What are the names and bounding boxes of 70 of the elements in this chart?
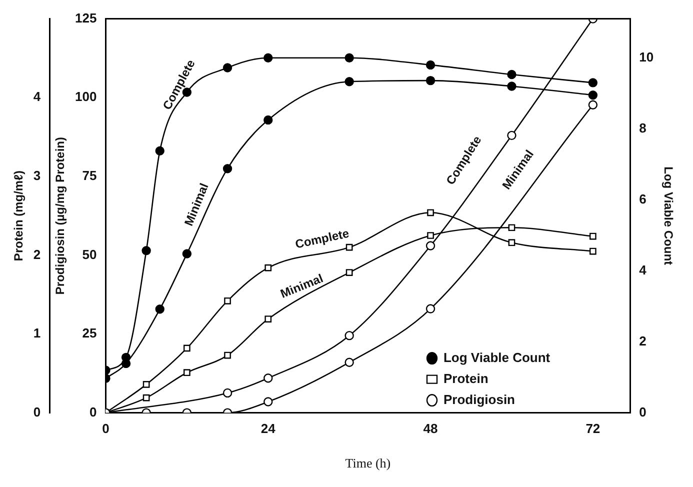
- point: [426, 241, 436, 250]
- x-tick-label: 24: [260, 421, 276, 436]
- point: [589, 232, 596, 240]
- point: [344, 77, 354, 86]
- point: [426, 304, 436, 314]
- y-tick-label: 25: [82, 326, 97, 341]
- point: [426, 60, 436, 70]
- y3-tick-label: 2: [33, 246, 41, 262]
- x-tick-label: 72: [586, 421, 600, 436]
- point: [264, 397, 273, 406]
- point: [507, 82, 516, 91]
- y-tick-label: 75: [82, 168, 97, 183]
- y2-tick-label: 0: [639, 404, 646, 420]
- point: [183, 369, 190, 376]
- point: [346, 269, 353, 276]
- y-tick-label: 50: [82, 246, 97, 262]
- y-tick-label: 125: [75, 10, 97, 26]
- point: [344, 330, 354, 340]
- point: [222, 63, 232, 72]
- point: [264, 53, 273, 62]
- point: [222, 388, 232, 398]
- point: [142, 246, 151, 256]
- point: [183, 344, 190, 352]
- point: [344, 358, 354, 367]
- x-tick-label: 48: [423, 421, 438, 436]
- y3-tick-label: 1: [33, 326, 41, 341]
- y2-axis-title: Log Viable Count: [661, 166, 676, 266]
- point: [264, 316, 272, 322]
- y2-tick-label: 8: [639, 120, 646, 136]
- point: [182, 249, 192, 258]
- y-tick-label: 0: [89, 404, 97, 420]
- y2-tick-label: 6: [639, 191, 646, 206]
- point: [142, 381, 150, 388]
- y-tick-label: 100: [75, 89, 97, 104]
- point: [427, 232, 434, 239]
- point: [508, 224, 516, 232]
- point: [426, 76, 436, 86]
- point: [589, 248, 596, 255]
- legend-label: Prodigiosin: [443, 392, 516, 407]
- point: [155, 146, 164, 156]
- point: [224, 297, 231, 304]
- point: [222, 164, 232, 174]
- point: [427, 209, 434, 216]
- point: [264, 264, 272, 272]
- y-axis-title: Prodigiosin (µg/mg Protein): [53, 137, 68, 295]
- y2-tick-label: 4: [639, 262, 648, 278]
- y3-tick-label: 4: [33, 89, 42, 104]
- y3-axis-title: Protein (mg/mℓ): [12, 170, 26, 262]
- point: [264, 374, 273, 383]
- point: [224, 352, 231, 359]
- point: [264, 115, 273, 125]
- point: [588, 78, 598, 88]
- point: [507, 70, 516, 80]
- point: [142, 394, 150, 402]
- point: [507, 130, 516, 140]
- y3-tick-label: 3: [33, 168, 41, 183]
- point: [344, 53, 354, 62]
- y3-tick-label: 0: [33, 404, 41, 420]
- point: [588, 100, 598, 110]
- point: [155, 304, 164, 314]
- y2-tick-label: 10: [639, 49, 654, 64]
- x-tick-label: 0: [102, 421, 110, 436]
- y2-tick-label: 2: [639, 333, 646, 348]
- annotation: Complete: [294, 226, 351, 252]
- x-axis-title: Time (h): [345, 456, 391, 471]
- point: [588, 90, 598, 100]
- point: [508, 239, 516, 246]
- point: [121, 358, 131, 368]
- legend-label: Log Viable Count: [443, 350, 551, 365]
- legend-label: Protein: [443, 370, 488, 386]
